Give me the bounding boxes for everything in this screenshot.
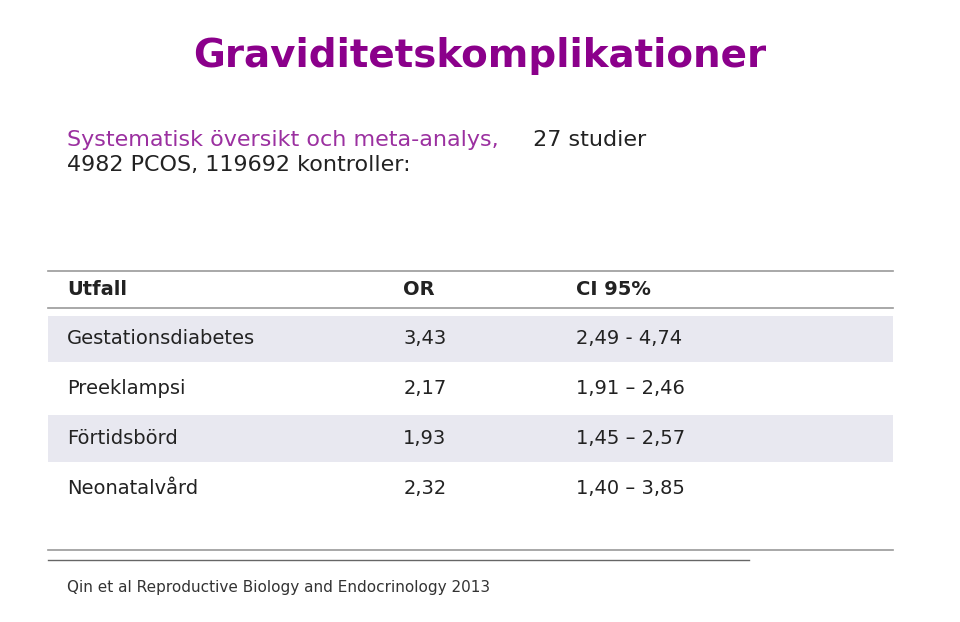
Text: 4982 PCOS, 119692 kontroller:: 4982 PCOS, 119692 kontroller: [67, 155, 411, 175]
FancyBboxPatch shape [48, 315, 893, 362]
Text: 1,91 – 2,46: 1,91 – 2,46 [576, 379, 684, 398]
Text: Gestationsdiabetes: Gestationsdiabetes [67, 330, 255, 348]
Text: Preeklampsi: Preeklampsi [67, 379, 185, 398]
Text: 1,40 – 3,85: 1,40 – 3,85 [576, 479, 684, 498]
Text: CI 95%: CI 95% [576, 280, 651, 299]
Text: Utfall: Utfall [67, 280, 127, 299]
FancyBboxPatch shape [48, 415, 893, 462]
Text: 27 studier: 27 studier [526, 130, 646, 150]
Text: Graviditetskomplikationer: Graviditetskomplikationer [193, 37, 767, 75]
Text: 2,32: 2,32 [403, 479, 446, 498]
Text: 1,45 – 2,57: 1,45 – 2,57 [576, 429, 685, 448]
Text: OR: OR [403, 280, 435, 299]
Text: 1,93: 1,93 [403, 429, 446, 448]
Text: Qin et al Reproductive Biology and Endocrinology 2013: Qin et al Reproductive Biology and Endoc… [67, 580, 491, 595]
Text: 2,49 - 4,74: 2,49 - 4,74 [576, 330, 683, 348]
Text: Förtidsbörd: Förtidsbörd [67, 429, 178, 448]
Text: 3,43: 3,43 [403, 330, 446, 348]
Text: Neonatalvård: Neonatalvård [67, 479, 199, 498]
Text: Systematisk översikt och meta-analys,: Systematisk översikt och meta-analys, [67, 130, 499, 150]
Text: 2,17: 2,17 [403, 379, 446, 398]
